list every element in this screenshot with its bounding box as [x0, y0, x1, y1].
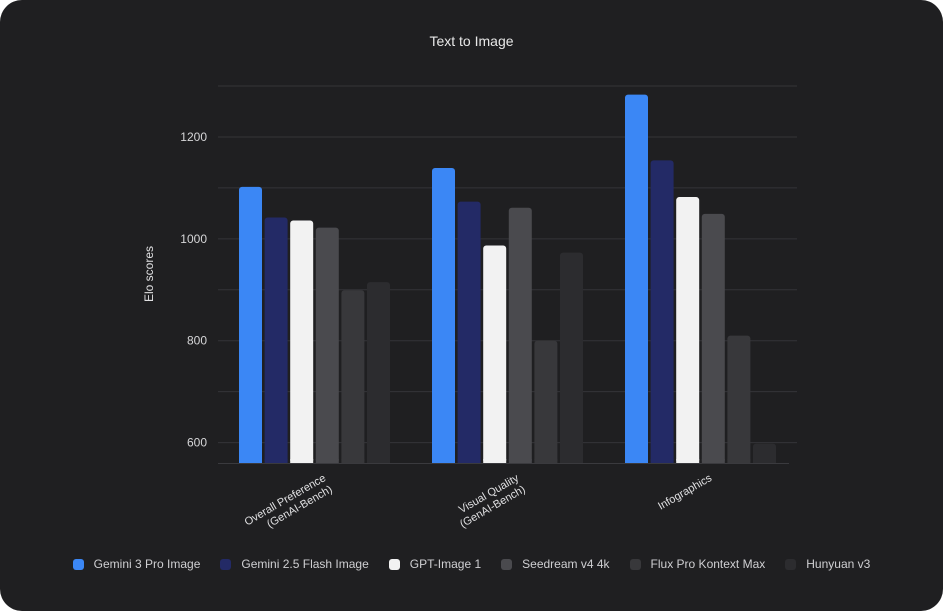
x-tick-label: Infographics: [656, 472, 714, 513]
chart-legend: Gemini 3 Pro Image Gemini 2.5 Flash Image…: [0, 556, 943, 572]
legend-label: Gemini 3 Pro Image: [93, 557, 201, 571]
y-tick-label: 600: [187, 436, 207, 450]
bar: [315, 227, 339, 463]
legend-label: Seedream v4 4k: [522, 557, 610, 571]
bar-base: [625, 459, 648, 463]
bar: [676, 197, 700, 463]
legend-label: Flux Pro Kontext Max: [650, 557, 766, 571]
bar-base: [432, 459, 455, 463]
legend-swatch: [785, 558, 797, 570]
legend-item: Gemini 3 Pro Image: [72, 556, 201, 572]
legend-swatch: [501, 558, 513, 570]
bar: [264, 217, 288, 463]
x-tick-label: Overall Preference(GenAI-Bench): [243, 472, 335, 540]
bar-base: [650, 459, 674, 463]
bar: [560, 252, 583, 463]
bar: [534, 340, 558, 463]
bar-base: [483, 459, 507, 463]
bar: [341, 290, 365, 463]
bar-base: [315, 459, 339, 463]
bar: [701, 213, 725, 463]
bar-base: [560, 459, 583, 463]
legend-item: GPT-Image 1: [388, 556, 482, 572]
bar-base: [367, 459, 390, 463]
y-tick-label: 1200: [180, 130, 207, 144]
legend-item: Gemini 2.5 Flash Image: [220, 556, 369, 572]
legend-item: Hunyuan v3: [785, 556, 870, 572]
legend-swatch: [220, 558, 232, 570]
bar: [625, 94, 648, 463]
bar: [239, 186, 262, 463]
bar-base: [341, 459, 365, 463]
bar-base: [753, 459, 776, 463]
legend-label: GPT-Image 1: [409, 557, 482, 571]
bar: [483, 245, 507, 463]
bar-base: [239, 459, 262, 463]
legend-label: Hunyuan v3: [806, 557, 871, 571]
bar-base: [508, 459, 532, 463]
legend-swatch: [72, 558, 84, 570]
y-tick-label: 800: [187, 334, 207, 348]
bar-base: [457, 459, 481, 463]
bar: [457, 201, 481, 464]
bar-base: [534, 459, 558, 463]
y-tick-label: 1000: [180, 232, 207, 246]
legend-item: Flux Pro Kontext Max: [629, 556, 766, 572]
y-axis-label: Elo scores: [142, 246, 156, 302]
bar: [367, 282, 390, 463]
bar: [290, 220, 314, 463]
bar-base: [264, 459, 288, 463]
legend-label: Gemini 2.5 Flash Image: [241, 557, 369, 571]
bar: [727, 335, 751, 463]
legend-swatch: [629, 558, 641, 570]
bar-base: [676, 459, 700, 463]
legend-item: Seedream v4 4k: [501, 556, 610, 572]
bar: [432, 168, 455, 463]
legend-swatch: [388, 558, 400, 570]
bar-base: [701, 459, 725, 463]
bar-base: [290, 459, 314, 463]
x-tick-label: Visual Quality(GenAI-Bench): [451, 472, 527, 531]
bar: [508, 207, 532, 463]
bar: [753, 443, 776, 463]
bar: [650, 160, 674, 463]
chart-title: Text to Image: [429, 33, 514, 49]
bar-base: [727, 459, 751, 463]
